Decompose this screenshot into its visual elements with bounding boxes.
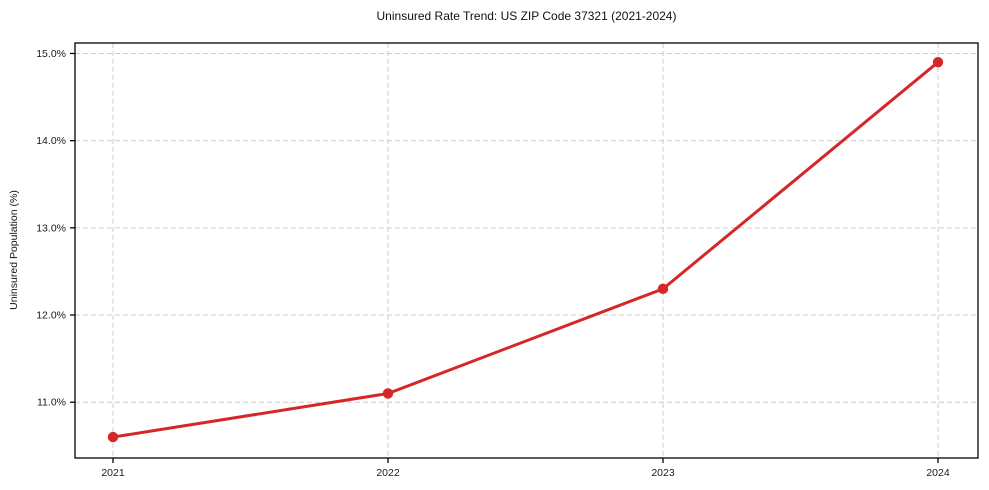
chart-title: Uninsured Rate Trend: US ZIP Code 37321 … (376, 9, 677, 23)
y-tick-label: 14.0% (36, 135, 66, 147)
data-point (382, 388, 394, 399)
y-tick-label: 15.0% (36, 48, 66, 60)
y-tick-label: 12.0% (36, 310, 66, 322)
y-tick-label: 13.0% (36, 222, 66, 234)
data-point (657, 283, 669, 295)
data-line (111, 60, 940, 439)
x-tick-label: 2022 (376, 467, 400, 479)
y-tick-label: 11.0% (37, 397, 66, 409)
x-tick-label: 2024 (926, 467, 950, 479)
x-tick-label: 2023 (651, 467, 675, 479)
x-tick-label: 2021 (101, 467, 125, 479)
data-point (932, 56, 944, 68)
axes-spines (74, 42, 979, 459)
data-point (107, 431, 119, 443)
